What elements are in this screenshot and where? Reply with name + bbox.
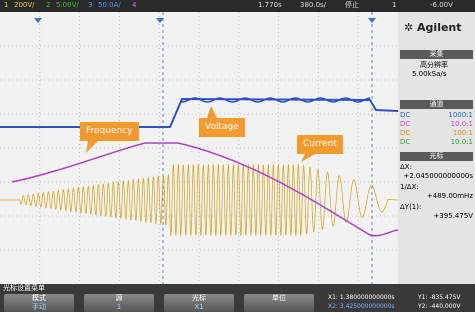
channel-probe: 100:1	[453, 129, 473, 138]
readout-y1: Y1: -835.475V	[418, 294, 461, 302]
softkey[interactable]: 单位	[244, 294, 314, 312]
callout-pointer	[86, 106, 315, 162]
channel-coupling: DC	[400, 138, 410, 147]
channel-probe: 10.0:1	[451, 138, 473, 147]
softkey-bar: 光标设置菜单 X1: 1.380000000000s X2: 3.4250000…	[0, 284, 475, 312]
channel-coupling: DC	[400, 111, 410, 120]
cursor-value: +2.045000000000s	[403, 172, 473, 181]
channel-probe: 1000:1	[448, 111, 473, 120]
channel-coupling: DC	[400, 120, 410, 129]
cursors-title: 光标	[400, 152, 473, 161]
softkey-label: 模式	[4, 294, 74, 303]
side-panel: ✲ Agilent 采集 高分辨率 5.00kSa/s 通道 光标 DC 1000…	[398, 12, 475, 284]
readout-y2: Y2: -440.000V	[418, 303, 461, 311]
softkey-label: 光标	[164, 294, 234, 303]
brand-name: Agilent	[417, 21, 461, 34]
cursor-value: +489.00mHz	[427, 192, 473, 201]
cursor-value: +395.475V	[433, 212, 473, 221]
acquire-mode: 高分辨率	[420, 61, 448, 70]
trigger-level: -6.00V	[430, 1, 453, 10]
softkey[interactable]: 模式手动	[4, 294, 74, 312]
channels-title: 通道	[400, 100, 473, 109]
cursor-label: 1/ΔX:	[400, 183, 419, 192]
readout-x2: X2: 3.425000000000s	[328, 303, 395, 311]
callout-pointers	[0, 0, 398, 284]
oscilloscope-screen: 1 200V/ 2 5.00V/ 3 50.0A/ 4 1.770s 380.0…	[0, 0, 475, 312]
softkey-value: X1	[164, 303, 234, 312]
brand: ✲ Agilent	[404, 22, 462, 34]
channel-coupling: DC	[400, 129, 410, 138]
channel-probe: 10.0:1	[451, 120, 473, 129]
softkey-value: 手动	[4, 303, 74, 312]
softkey-label: 单位	[244, 294, 314, 303]
softkey-value: 1	[84, 303, 154, 312]
readout-x1: X1: 1.380000000000s	[328, 294, 395, 302]
softkey-label: 源	[84, 294, 154, 303]
acquire-title: 采集	[400, 50, 473, 59]
acquire-rate: 5.00kSa/s	[412, 70, 446, 79]
cursor-label: ΔY(1):	[400, 203, 421, 212]
menu-title: 光标设置菜单	[3, 284, 45, 293]
cursor-label: ΔX:	[400, 163, 412, 172]
